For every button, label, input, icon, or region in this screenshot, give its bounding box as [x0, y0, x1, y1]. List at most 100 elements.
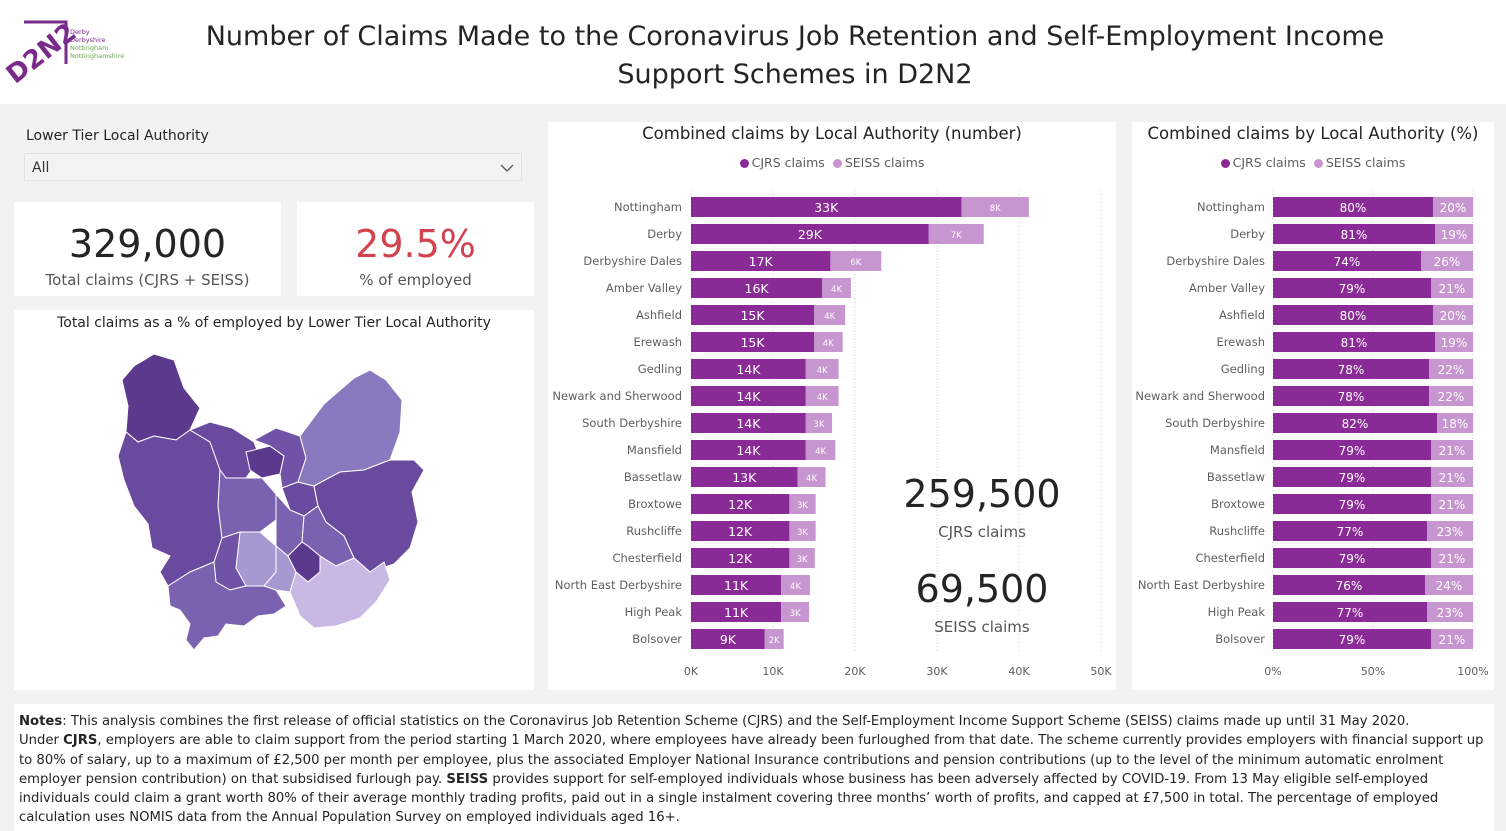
notes-panel: Notes: This analysis combines the first …	[14, 704, 1494, 831]
bar-cjrs-derby	[691, 224, 929, 244]
data-label-seiss: 21%	[1439, 552, 1466, 566]
category-label-gedling: Gedling	[638, 362, 682, 376]
cjrs-total-value: 259,500	[903, 472, 1061, 516]
seiss-total-value: 69,500	[915, 567, 1049, 611]
data-label-cjrs: 77%	[1337, 606, 1364, 620]
bar-chart-pct[interactable]: 0% 50% 100% Nottingham 80% 20% Derby 81% 19% Derb…	[1132, 122, 1494, 690]
notes-cjrs: CJRS	[63, 733, 98, 749]
bar-seiss-north-east-derbyshire	[1425, 575, 1473, 595]
data-label-cjrs: 79%	[1339, 444, 1366, 458]
bar-seiss-south-derbyshire	[1437, 413, 1473, 433]
kpi-total-card: 329,000 Total claims (CJRS + SEISS)	[14, 202, 281, 296]
category-label-high-peak: High Peak	[1208, 605, 1266, 619]
data-label-cjrs: 74%	[1334, 255, 1361, 269]
bar-cjrs-north-east-derbyshire	[691, 575, 782, 595]
data-label-cjrs: 11K	[724, 605, 749, 620]
category-label-broxtowe: Broxtowe	[1211, 497, 1265, 511]
choropleth-map[interactable]	[14, 310, 534, 690]
bar-cjrs-erewash	[691, 332, 814, 352]
header-bar: D2N2 Derby Derbyshire Nottingham Notting…	[0, 0, 1506, 104]
category-label-derbyshire-dales: Derbyshire Dales	[583, 254, 682, 268]
category-label-bassetlaw: Bassetlaw	[624, 470, 682, 484]
data-label-seiss: 22%	[1438, 363, 1465, 377]
category-label-nottingham: Nottingham	[614, 200, 682, 214]
bar-chart-number[interactable]: 0K 10K 20K 30K 40K 50K Nottingham 33K 8K Derby 29K…	[548, 122, 1116, 690]
category-label-rushcliffe: Rushcliffe	[1209, 524, 1265, 538]
data-label-seiss: 4K	[823, 339, 834, 349]
category-label-mansfield: Mansfield	[627, 443, 682, 457]
data-label-seiss: 3K	[813, 420, 824, 430]
kpi-pct-label: % of employed	[359, 271, 472, 289]
logo-sub-4: Nottinghamshire	[70, 52, 124, 60]
bar-cjrs-gedling	[1273, 359, 1429, 379]
category-label-ashfield: Ashfield	[636, 308, 682, 322]
category-label-bassetlaw: Bassetlaw	[1207, 470, 1265, 484]
bar-cjrs-derbyshire-dales	[1273, 251, 1421, 271]
bar-seiss-amber-valley	[822, 278, 851, 298]
data-label-seiss: 20%	[1440, 201, 1467, 215]
data-label-cjrs: 12K	[728, 497, 753, 512]
bar-seiss-south-derbyshire	[805, 413, 833, 433]
legend-seiss-label: SEISS claims	[1325, 155, 1406, 170]
seiss-total-label: SEISS claims	[934, 618, 1030, 636]
category-label-gedling: Gedling	[1221, 362, 1265, 376]
data-label-cjrs: 79%	[1339, 633, 1366, 647]
notes-p1: : This analysis combines the first relea…	[62, 714, 1410, 729]
category-label-amber-valley: Amber Valley	[606, 281, 682, 295]
data-label-seiss: 4K	[817, 393, 828, 403]
kpi-pct-card: 29.5% % of employed	[297, 202, 534, 296]
bar-cjrs-gedling	[691, 359, 806, 379]
data-label-seiss: 4K	[790, 582, 801, 592]
bar-cjrs-mansfield	[691, 440, 806, 460]
bar-seiss-mansfield	[805, 440, 836, 460]
authority-dropdown[interactable]: All	[24, 153, 522, 181]
category-label-bolsover: Bolsover	[632, 632, 682, 646]
data-label-seiss: 21%	[1439, 444, 1466, 458]
bar-cjrs-south-derbyshire	[691, 413, 806, 433]
data-label-seiss: 8K	[990, 204, 1001, 214]
data-label-seiss: 21%	[1439, 498, 1466, 512]
data-label-seiss: 6K	[850, 258, 861, 268]
bar-cjrs-nottingham	[1273, 197, 1433, 217]
notes-under: Under	[19, 733, 64, 749]
category-label-newark-and-sherwood: Newark and Sherwood	[1135, 389, 1265, 403]
data-label-seiss: 4K	[817, 366, 828, 376]
data-label-cjrs: 79%	[1339, 282, 1366, 296]
data-label-seiss: 4K	[815, 447, 826, 457]
x-tick-label: 50K	[1090, 665, 1112, 678]
data-label-cjrs: 82%	[1342, 417, 1369, 431]
data-label-seiss: 19%	[1441, 336, 1468, 350]
bar-pct-title: Combined claims by Local Authority (%)	[1147, 124, 1479, 143]
data-label-seiss: 3K	[790, 609, 801, 619]
data-label-cjrs: 78%	[1338, 390, 1365, 404]
page-title: Number of Claims Made to the Coronavirus…	[205, 21, 1385, 90]
map-region-high-peak	[121, 353, 201, 443]
bar-seiss-derbyshire-dales	[830, 251, 882, 271]
bar-cjrs-newark-and-sherwood	[1273, 386, 1429, 406]
bar-cjrs-derby	[1273, 224, 1435, 244]
legend-cjrs-label: CJRS claims	[751, 155, 825, 170]
bar-cjrs-erewash	[1273, 332, 1435, 352]
data-label-cjrs: 81%	[1341, 228, 1368, 242]
map-region-rushcliffe	[289, 555, 391, 629]
bar-cjrs-north-east-derbyshire	[1273, 575, 1425, 595]
data-label-cjrs: 14K	[736, 416, 761, 431]
bar-seiss-newark-and-sherwood	[1429, 386, 1473, 406]
kpi-total-value: 329,000	[68, 222, 227, 266]
bar-cjrs-nottingham	[691, 197, 962, 217]
data-label-cjrs: 78%	[1338, 363, 1365, 377]
bar-seiss-high-peak	[781, 602, 810, 622]
d2n2-logo: D2N2 Derby Derbyshire Nottingham Notting…	[4, 20, 124, 86]
bar-seiss-rushcliffe	[789, 521, 816, 541]
data-label-cjrs: 79%	[1339, 471, 1366, 485]
data-label-cjrs: 80%	[1340, 309, 1367, 323]
data-label-cjrs: 14K	[736, 362, 761, 377]
data-label-cjrs: 14K	[736, 389, 761, 404]
kpi-total-label: Total claims (CJRS + SEISS)	[45, 271, 250, 289]
data-label-cjrs: 76%	[1336, 579, 1363, 593]
category-label-broxtowe: Broxtowe	[628, 497, 682, 511]
data-label-cjrs: 17K	[749, 254, 774, 269]
cjrs-total-label: CJRS claims	[938, 523, 1026, 541]
dropdown-value: All	[32, 160, 50, 176]
data-label-cjrs: 79%	[1339, 552, 1366, 566]
